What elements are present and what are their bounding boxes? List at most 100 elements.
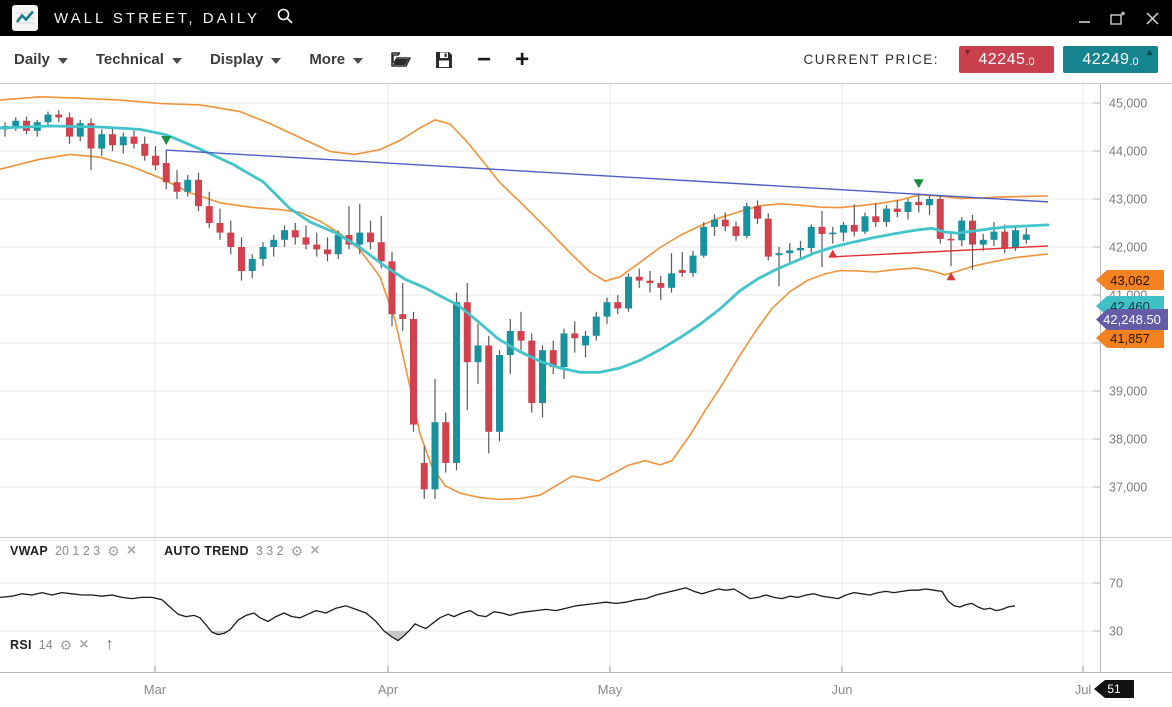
candle-body [657, 283, 665, 288]
candle-body [238, 247, 245, 271]
zoom-out-button[interactable]: − [477, 45, 492, 73]
menu-daily[interactable]: Daily [14, 51, 68, 68]
rsi-indicator-labels: RSI 14 ⚙ × ↑ [10, 637, 114, 653]
candle-body [334, 235, 342, 255]
last-price-tag: 42,248.50 [1096, 309, 1168, 330]
vwap-indicator-label: VWAP [10, 544, 49, 558]
sell-price-button[interactable]: ▼ 42245 .0 [959, 46, 1054, 73]
candle-body [926, 199, 933, 206]
window-controls [1078, 11, 1160, 26]
candle-body [807, 226, 815, 248]
y-tick-label: 37,000 [1109, 481, 1147, 495]
candle-body [442, 422, 450, 463]
candle-body [399, 314, 407, 319]
candle-body [668, 273, 675, 288]
candle-body [517, 331, 525, 341]
minimize-icon[interactable] [1078, 11, 1092, 25]
save-icon[interactable] [435, 51, 453, 69]
candle-body [130, 136, 138, 144]
price-down-arrow-icon: ▼ [963, 47, 972, 57]
candle-body [979, 239, 987, 245]
candle-body [98, 134, 106, 149]
candle-body [119, 136, 127, 146]
menu-more[interactable]: More [309, 51, 364, 68]
buy-signal-marker [946, 272, 956, 281]
candle-body [205, 206, 213, 223]
candle-body [302, 237, 310, 245]
candle-body [528, 340, 536, 403]
candle-body [990, 231, 998, 240]
candle-body [184, 179, 192, 192]
candle-body [291, 230, 299, 238]
y-tick-label: 45,000 [1109, 97, 1147, 111]
candle-body [592, 316, 600, 336]
zoom-in-button[interactable]: + [515, 45, 530, 73]
candle-body [732, 226, 740, 236]
price-chart-canvas[interactable]: Mar Apr May Jun Jul 45,000 44,000 43,000 42,000 4… [0, 84, 1172, 707]
candle-body [367, 232, 374, 243]
search-icon[interactable] [276, 7, 294, 30]
autotrend-remove-icon[interactable]: × [310, 542, 320, 559]
vwap-remove-icon[interactable]: × [126, 542, 137, 559]
candle-body [420, 463, 428, 490]
candle-body [603, 302, 611, 317]
buy-price-button[interactable]: 42249 .0 ▲ [1063, 46, 1158, 73]
candle-body [689, 255, 697, 273]
candle-body [1022, 234, 1030, 240]
rsi-remove-icon[interactable]: × [79, 636, 89, 653]
candle-body [646, 280, 654, 283]
y-tick-label: 39,000 [1109, 385, 1147, 399]
candle-body [936, 199, 944, 239]
candle-body [915, 201, 923, 206]
candle-body [818, 226, 826, 235]
candle-body [506, 331, 514, 355]
menu-technical[interactable]: Technical [96, 51, 182, 68]
candle-body [764, 218, 772, 257]
auto-trend-support-line [829, 245, 1049, 258]
current-price-label: CURRENT PRICE: [803, 52, 939, 67]
candle-body [958, 220, 966, 241]
candle-body [1001, 231, 1009, 248]
candle-body [635, 276, 643, 281]
candle-body [829, 232, 837, 235]
candle-body [453, 302, 460, 463]
candle-body [625, 276, 632, 309]
rsi-indicator-params: 14 [38, 638, 53, 652]
candle-body [152, 155, 159, 166]
candle-body [969, 220, 976, 245]
candle-body [947, 238, 955, 241]
candle-body [1012, 230, 1019, 248]
candle-body [281, 230, 288, 240]
candle-body [173, 182, 181, 192]
popout-icon[interactable] [1110, 11, 1127, 26]
menu-display[interactable]: Display [210, 51, 282, 68]
candle-body [840, 224, 847, 233]
open-folder-icon[interactable] [391, 51, 411, 68]
main-indicator-labels: VWAP 20 1 2 3 ⚙ × AUTO TREND 3 3 2 ⚙ × [10, 543, 320, 559]
chart-area[interactable]: Mar Apr May Jun Jul 45,000 44,000 43,000 42,000 4… [0, 84, 1172, 707]
candle-body [195, 179, 202, 207]
close-icon[interactable] [1145, 11, 1160, 26]
app-logo-icon [12, 5, 38, 31]
sell-signal-marker [161, 136, 172, 146]
rsi-settings-gear-icon[interactable]: ⚙ [59, 637, 73, 653]
candle-body [904, 201, 912, 212]
buy-price-value: 42249 [1082, 50, 1130, 68]
chevron-down-icon [271, 57, 282, 64]
candle-body [850, 224, 858, 232]
vwap-indicator-params: 20 1 2 3 [55, 544, 101, 558]
y-tick-label: 44,000 [1109, 145, 1147, 159]
autotrend-settings-gear-icon[interactable]: ⚙ [290, 543, 304, 559]
candle-body [754, 206, 761, 219]
autotrend-indicator-label: AUTO TREND [164, 544, 249, 558]
candle-body [721, 219, 729, 227]
candle-body [55, 114, 63, 118]
titlebar: WALL STREET, DAILY [0, 0, 1172, 36]
vwap-settings-gear-icon[interactable]: ⚙ [107, 543, 120, 559]
candle-body [44, 114, 52, 123]
candle-body [431, 422, 439, 490]
candle-body [571, 333, 579, 339]
rsi-move-up-icon[interactable]: ↑ [105, 636, 114, 653]
candle-body [485, 345, 493, 432]
